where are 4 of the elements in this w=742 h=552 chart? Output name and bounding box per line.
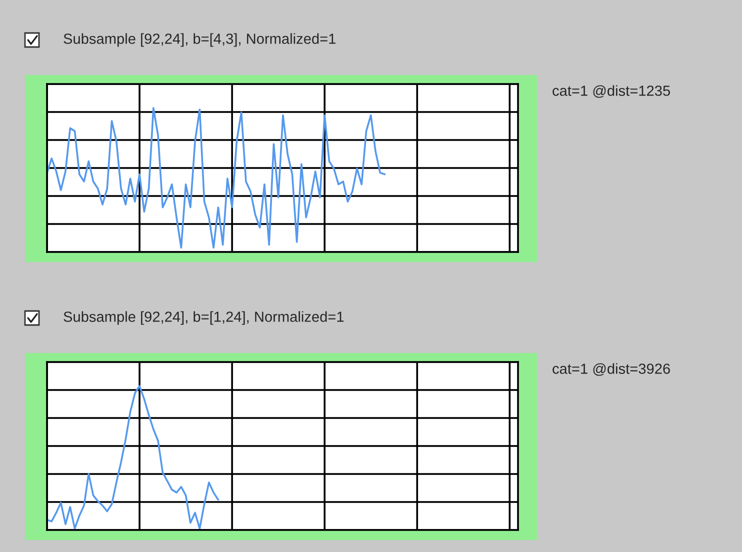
- text: cat=1 @dist=3926: [552, 363, 670, 376]
- text: cat=1 @dist=1235: [552, 85, 670, 98]
- chart-title: Subsample [92,24], b=[1,24], Normalized=1: [64, 311, 344, 325]
- chart-title: Subsample [92,24], b=[4,3], Normalized=1: [64, 33, 336, 47]
